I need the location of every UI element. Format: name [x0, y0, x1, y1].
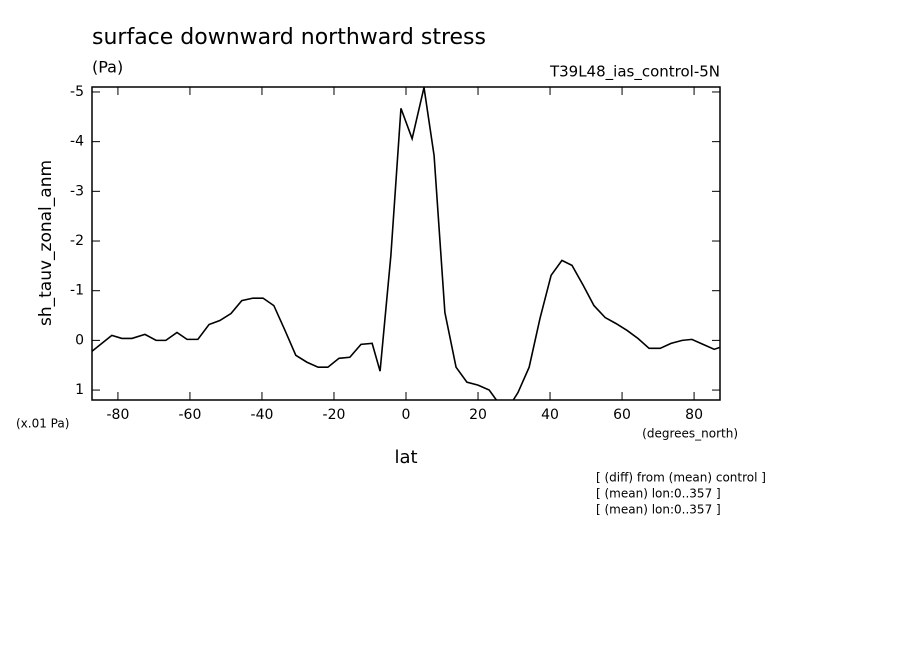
- run-label: T39L48_ias_control-5N: [549, 63, 720, 82]
- x-tick-label: 80: [685, 407, 703, 423]
- y-tick-label: -3: [70, 183, 84, 199]
- units: (Pa): [92, 58, 123, 77]
- y-tick-label: -2: [70, 233, 84, 249]
- y-axis-label: sh_tauv_zonal_anm: [36, 160, 56, 326]
- x-tick-label: 0: [402, 407, 411, 423]
- y-tick-label: 1: [75, 382, 84, 398]
- x-tick-label: -80: [106, 407, 129, 423]
- plot-frame: [91, 86, 721, 401]
- chart-title: surface downward northward stress: [92, 25, 486, 50]
- x-units: (degrees_north): [642, 427, 738, 441]
- x-tick-label: 20: [469, 407, 487, 423]
- y-scale-note: (x.01 Pa): [16, 417, 69, 431]
- y-tick-label: -1: [70, 283, 84, 299]
- x-tick-label: 60: [613, 407, 631, 423]
- y-tick-label: -5: [70, 84, 84, 100]
- x-axis-label: lat: [394, 447, 417, 468]
- y-tick-label: -4: [70, 134, 84, 150]
- x-tick-label: 40: [541, 407, 559, 423]
- y-tick-label: 0: [75, 332, 84, 348]
- x-tick-label: -20: [323, 407, 346, 423]
- data-line: [92, 87, 720, 400]
- x-tick-label: -60: [179, 407, 202, 423]
- note: [ (mean) lon:0..357 ]: [596, 503, 721, 517]
- note: [ (mean) lon:0..357 ]: [596, 487, 721, 501]
- note: [ (diff) from (mean) control ]: [596, 471, 766, 485]
- x-tick-label: -40: [251, 407, 274, 423]
